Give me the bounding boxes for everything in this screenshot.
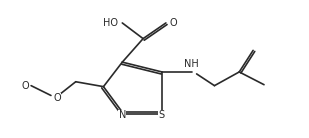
Text: O: O	[53, 93, 61, 103]
Text: S: S	[159, 110, 165, 120]
Text: O: O	[22, 81, 29, 91]
Text: NH: NH	[184, 59, 199, 69]
Text: N: N	[119, 110, 126, 120]
Text: HO: HO	[103, 18, 118, 28]
Text: O: O	[170, 18, 177, 28]
